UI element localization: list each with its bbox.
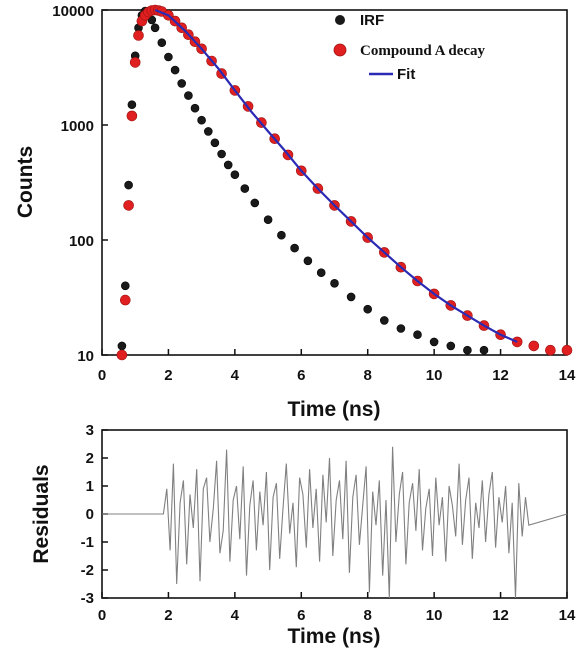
decay-x-tick-label: 12 xyxy=(492,367,509,384)
residuals-x-axis-title: Time (ns) xyxy=(288,625,381,648)
compound-point xyxy=(120,294,131,306)
irf-point xyxy=(479,345,489,355)
irf-point xyxy=(240,184,250,193)
irf-point xyxy=(277,230,286,240)
decay-x-tick-label: 2 xyxy=(164,367,172,384)
decay-x-tick-label: 8 xyxy=(364,367,372,384)
irf-point xyxy=(413,330,422,340)
residuals-y-tick-label: -2 xyxy=(81,562,94,579)
irf-point xyxy=(346,292,356,302)
irf-point xyxy=(170,65,180,75)
decay-y-axis-title: Counts xyxy=(14,146,37,218)
residuals-x-ticks: 0 2 4 6 8 10 12 14 xyxy=(98,592,576,624)
residuals-x-tick-label: 8 xyxy=(364,607,372,624)
residuals-y-tick-label: 2 xyxy=(86,450,94,467)
decay-x-tick-label: 14 xyxy=(559,367,576,384)
irf-point xyxy=(223,160,233,170)
decay-x-tick-label: 0 xyxy=(98,367,106,384)
compound-point xyxy=(126,110,138,122)
compound-point xyxy=(528,340,540,352)
irf-point xyxy=(184,91,193,100)
residuals-y-tick-label: -1 xyxy=(81,534,94,551)
irf-point xyxy=(217,149,226,159)
residuals-y-axis-title: Residuals xyxy=(30,464,53,563)
irf-point xyxy=(230,170,240,179)
legend-compound-label: Compound A decay xyxy=(360,43,486,59)
compound-point xyxy=(545,344,556,356)
irf-point xyxy=(290,243,299,253)
residuals-x-tick-label: 10 xyxy=(426,607,443,624)
irf-point xyxy=(210,138,220,148)
residuals-x-tick-label: 14 xyxy=(559,607,576,624)
residuals-x-tick-label: 6 xyxy=(297,607,305,624)
irf-point xyxy=(363,304,373,314)
irf-point xyxy=(263,215,273,224)
decay-y-tick-label: 10000 xyxy=(52,3,94,20)
decay-y-tick-label: 100 xyxy=(69,233,94,250)
decay-x-tick-label: 4 xyxy=(231,367,240,384)
residuals-y-tick-label: -3 xyxy=(81,590,94,607)
decay-y-tick-label: 10 xyxy=(77,348,94,365)
compound-point xyxy=(561,344,573,356)
irf-point xyxy=(303,256,313,266)
residuals-x-tick-label: 0 xyxy=(98,607,106,624)
fit-line xyxy=(154,8,518,343)
irf-point xyxy=(330,278,339,288)
irf-point xyxy=(164,52,173,62)
residuals-y-tick-label: 0 xyxy=(86,506,94,523)
irf-point xyxy=(396,324,406,333)
residuals-y-tick-label: 1 xyxy=(86,478,94,495)
decay-y-tick-label: 1000 xyxy=(61,118,94,135)
irf-point xyxy=(316,268,326,278)
irf-point xyxy=(121,281,130,291)
decay-y-ticks: 10 100 1000 10000 xyxy=(52,3,108,365)
decay-x-axis-title: Time (ns) xyxy=(288,398,381,421)
irf-point xyxy=(150,23,160,33)
irf-point xyxy=(429,337,439,347)
irf-point xyxy=(463,345,472,355)
irf-point xyxy=(190,103,200,113)
compound-point xyxy=(129,57,141,68)
decay-x-tick-label: 6 xyxy=(297,367,305,384)
residuals-data xyxy=(102,446,568,599)
legend-fit-label: Fit xyxy=(397,66,415,83)
residuals-y-tick-label: 3 xyxy=(86,422,94,439)
residuals-x-tick-label: 12 xyxy=(492,607,509,624)
legend: IRF Compound A decay Fit xyxy=(333,12,486,83)
residuals-x-tick-label: 4 xyxy=(231,607,240,624)
residuals-line xyxy=(102,446,568,599)
decay-x-tick-label: 10 xyxy=(426,367,443,384)
irf-point xyxy=(117,341,127,351)
legend-irf-marker xyxy=(335,15,345,25)
irf-point xyxy=(204,127,213,136)
irf-point xyxy=(157,38,167,48)
decay-data xyxy=(116,4,573,361)
irf-point xyxy=(250,198,260,208)
legend-compound-marker xyxy=(333,43,347,57)
compound-point xyxy=(133,30,144,41)
legend-irf-label: IRF xyxy=(360,12,384,29)
decay-plot-frame xyxy=(101,9,568,356)
residuals-x-tick-label: 2 xyxy=(164,607,172,624)
compound-point xyxy=(116,349,128,361)
decay-chart: 0 2 4 6 8 10 12 14 10 100 1000 10000 Time (ns) Cou… xyxy=(14,3,576,421)
irf-point xyxy=(197,115,206,125)
compound-point xyxy=(123,200,134,211)
irf-point xyxy=(446,341,456,351)
irf-point xyxy=(379,316,389,325)
residuals-y-ticks: 3 2 1 0 -1 -2 -3 xyxy=(81,422,108,607)
irf-point xyxy=(177,79,186,88)
irf-point xyxy=(127,100,137,109)
irf-point xyxy=(124,180,133,190)
